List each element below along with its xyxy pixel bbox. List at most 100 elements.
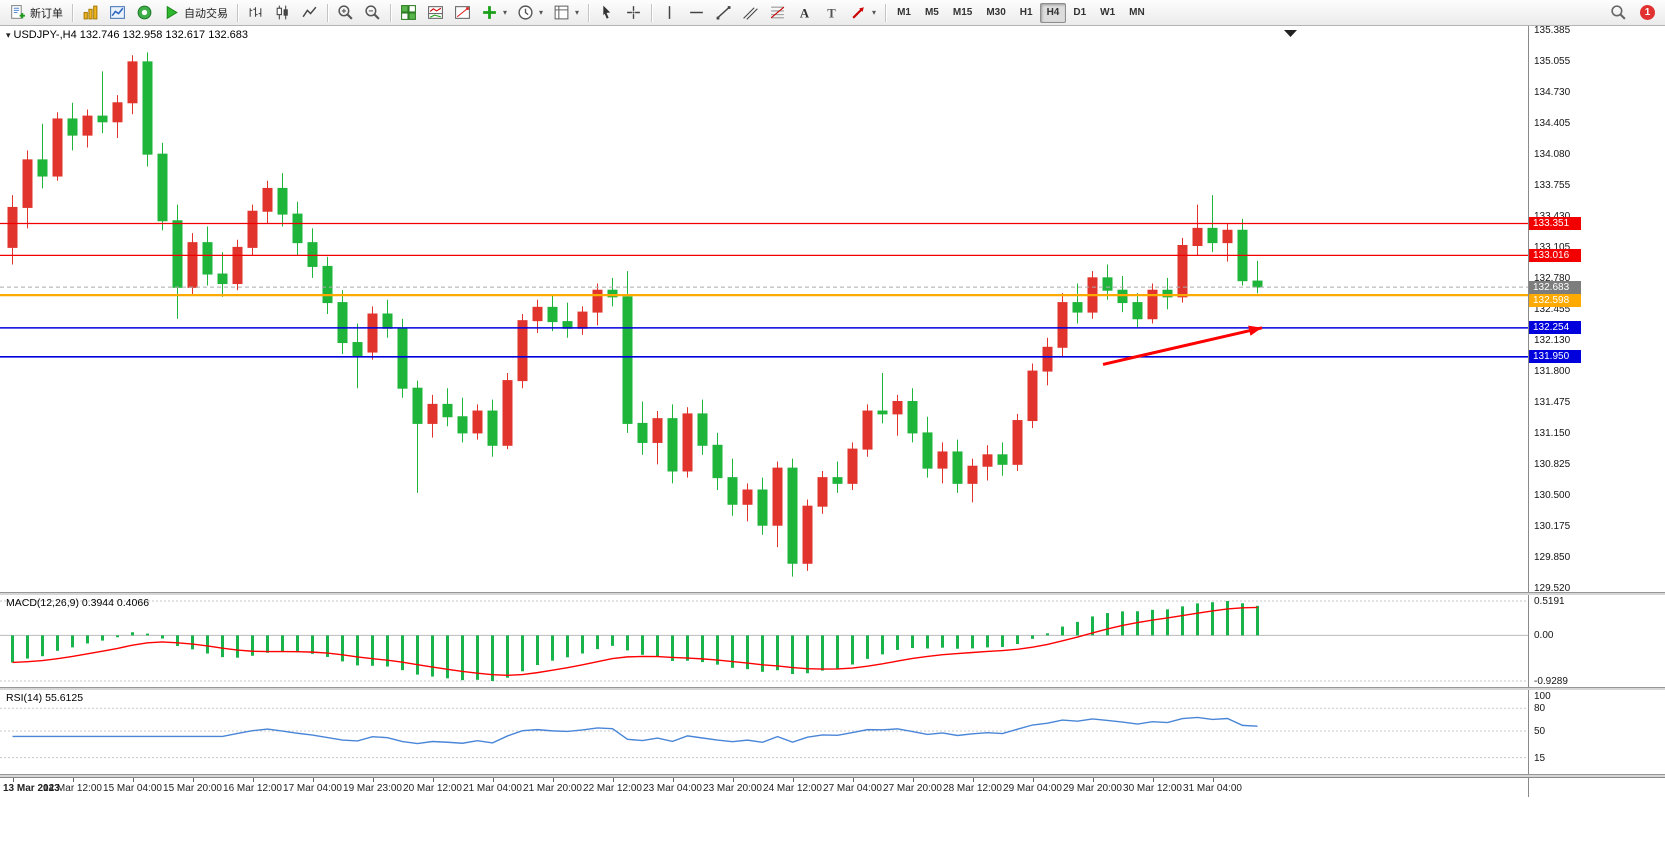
price-badge: 133.351 xyxy=(1529,217,1581,230)
timeframe-mn-button[interactable]: MN xyxy=(1129,7,1145,18)
templates-button[interactable] xyxy=(548,2,584,24)
one-click-expander-icon[interactable]: ▾ xyxy=(6,30,11,40)
time-axis-label: 29 Mar 04:00 xyxy=(1003,783,1062,794)
notification-badge[interactable]: 1 xyxy=(1640,5,1655,20)
macd-axis[interactable]: 0.5191 0.00 -0.9289 xyxy=(1528,595,1665,687)
pane-divider[interactable] xyxy=(0,592,1665,595)
price-axis-label: 135.055 xyxy=(1534,56,1571,68)
tile-windows-button[interactable] xyxy=(395,2,422,24)
toolbar-right: 1 xyxy=(1605,2,1661,24)
timeframe-m5-button[interactable]: M5 xyxy=(924,7,939,18)
zoom-out-button[interactable] xyxy=(359,2,386,24)
main-chart-pane[interactable]: 135.385 135.055 134.730 134.405 134.080 133.7… xyxy=(0,25,1665,594)
macd-chart[interactable] xyxy=(0,595,1528,687)
timeframe-m15-button[interactable]: M15 xyxy=(952,7,973,18)
zoom-in-icon xyxy=(337,4,354,21)
time-axis-label: 29 Mar 20:00 xyxy=(1063,783,1122,794)
macd-axis-label: 0.00 xyxy=(1534,630,1554,642)
zoom-in-button[interactable] xyxy=(332,2,359,24)
time-tick xyxy=(72,778,74,782)
time-tick xyxy=(732,778,734,782)
autotrading-button[interactable]: 自动交易 xyxy=(158,2,233,24)
price-axis[interactable]: 135.385 135.055 134.730 134.405 134.080 133.7… xyxy=(1528,25,1665,594)
candlestick-button[interactable] xyxy=(269,2,296,24)
indicator-window-button[interactable] xyxy=(422,2,449,24)
tile-windows-icon xyxy=(400,4,417,21)
indicators-add-icon xyxy=(481,4,498,21)
indicators-button[interactable] xyxy=(476,2,512,24)
rsi-chart[interactable] xyxy=(0,690,1528,774)
search-button[interactable] xyxy=(1605,2,1632,24)
label-button[interactable]: T xyxy=(818,2,845,24)
rsi-label: RSI(14) 55.6125 xyxy=(6,692,83,704)
time-axis[interactable]: 13 Mar 2023 14 Mar 12:00 15 Mar 04:00 15 Ma… xyxy=(0,777,1665,797)
price-axis-label: 131.150 xyxy=(1534,427,1571,439)
candlestick-icon xyxy=(274,4,291,21)
macd-signal-value: 0.4066 xyxy=(116,597,150,609)
timeframe-d1-button[interactable]: D1 xyxy=(1073,7,1087,18)
data-window-button[interactable] xyxy=(131,2,158,24)
timeframe-w1-button[interactable]: W1 xyxy=(1100,7,1116,18)
crosshair-button[interactable] xyxy=(620,2,647,24)
macd-name: MACD(12,26,9) xyxy=(6,597,79,609)
horizontal-line-button[interactable] xyxy=(683,2,710,24)
time-axis-label: 22 Mar 12:00 xyxy=(583,783,642,794)
macd-axis-label: -0.9289 xyxy=(1534,676,1568,687)
time-tick xyxy=(432,778,434,782)
toolbar-buttons: 新订单 自动交易 A T M1 M5 M15 M30 H1 H4 D1 W1 MN xyxy=(4,2,1152,24)
time-tick xyxy=(612,778,614,782)
indicator-window-icon xyxy=(427,4,444,21)
timeframe-h4-button[interactable]: H4 xyxy=(1039,2,1067,23)
zoom-out-icon xyxy=(364,4,381,21)
candlestick-chart[interactable] xyxy=(0,26,1528,592)
trendline-icon xyxy=(715,4,732,21)
cursor-button[interactable] xyxy=(593,2,620,24)
clock-icon xyxy=(517,4,534,21)
fibonacci-icon xyxy=(769,4,786,21)
text-button[interactable]: A xyxy=(791,2,818,24)
trendline-button[interactable] xyxy=(710,2,737,24)
time-axis-label: 23 Mar 04:00 xyxy=(643,783,702,794)
price-axis-label: 133.430 xyxy=(1534,211,1570,222)
pane-divider[interactable] xyxy=(0,774,1665,777)
time-tick xyxy=(912,778,914,782)
vertical-line-button[interactable] xyxy=(656,2,683,24)
timeframe-m1-button[interactable]: M1 xyxy=(897,7,911,18)
rsi-pane[interactable]: 100 80 50 15 RSI(14) 55.6125 xyxy=(0,690,1665,774)
channel-button[interactable] xyxy=(737,2,764,24)
time-axis-label: 19 Mar 23:00 xyxy=(343,783,402,794)
macd-pane[interactable]: 0.5191 0.00 -0.9289 MACD(12,26,9) 0.3944 0… xyxy=(0,595,1665,687)
price-axis-label: 129.520 xyxy=(1534,583,1571,594)
rsi-axis-label: 100 xyxy=(1534,691,1551,702)
axis-corner xyxy=(1528,778,1665,797)
bar-chart-button[interactable] xyxy=(242,2,269,24)
blue-chart-icon xyxy=(109,4,126,21)
price-badge: 133.016 xyxy=(1529,248,1581,262)
arrows-button[interactable] xyxy=(845,2,881,24)
new-chart-button[interactable] xyxy=(77,2,104,24)
time-axis-label: 23 Mar 20:00 xyxy=(703,783,762,794)
time-tick xyxy=(1212,778,1214,782)
price-axis-label: 130.825 xyxy=(1534,458,1571,470)
line-chart-button[interactable] xyxy=(296,2,323,24)
chart-window: 135.385 135.055 134.730 134.405 134.080 133.7… xyxy=(0,25,1665,843)
rsi-axis[interactable]: 100 80 50 15 xyxy=(1528,690,1665,774)
price-axis-label: 132.780 xyxy=(1534,272,1571,284)
time-axis-label: 16 Mar 12:00 xyxy=(223,783,282,794)
timeframe-m30-button[interactable]: M30 xyxy=(986,7,1006,18)
timeframe-h1-button[interactable]: H1 xyxy=(1019,7,1033,18)
objects-list-button[interactable] xyxy=(449,2,476,24)
crosshair-icon xyxy=(625,4,642,21)
price-axis-label: 134.080 xyxy=(1534,149,1571,161)
macd-value: 0.3944 xyxy=(81,597,114,609)
pane-divider[interactable] xyxy=(0,687,1665,690)
periods-button[interactable] xyxy=(512,2,548,24)
time-tick xyxy=(1032,778,1034,782)
new-order-button[interactable]: 新订单 xyxy=(4,2,68,24)
profiles-button[interactable] xyxy=(104,2,131,24)
ohlc-values: 132.746 132.958 132.617 132.683 xyxy=(79,29,248,41)
fibonacci-button[interactable] xyxy=(764,2,791,24)
new-order-icon xyxy=(9,4,26,21)
svg-text:A: A xyxy=(800,6,810,20)
time-axis-label: 31 Mar 04:00 xyxy=(1183,783,1242,794)
